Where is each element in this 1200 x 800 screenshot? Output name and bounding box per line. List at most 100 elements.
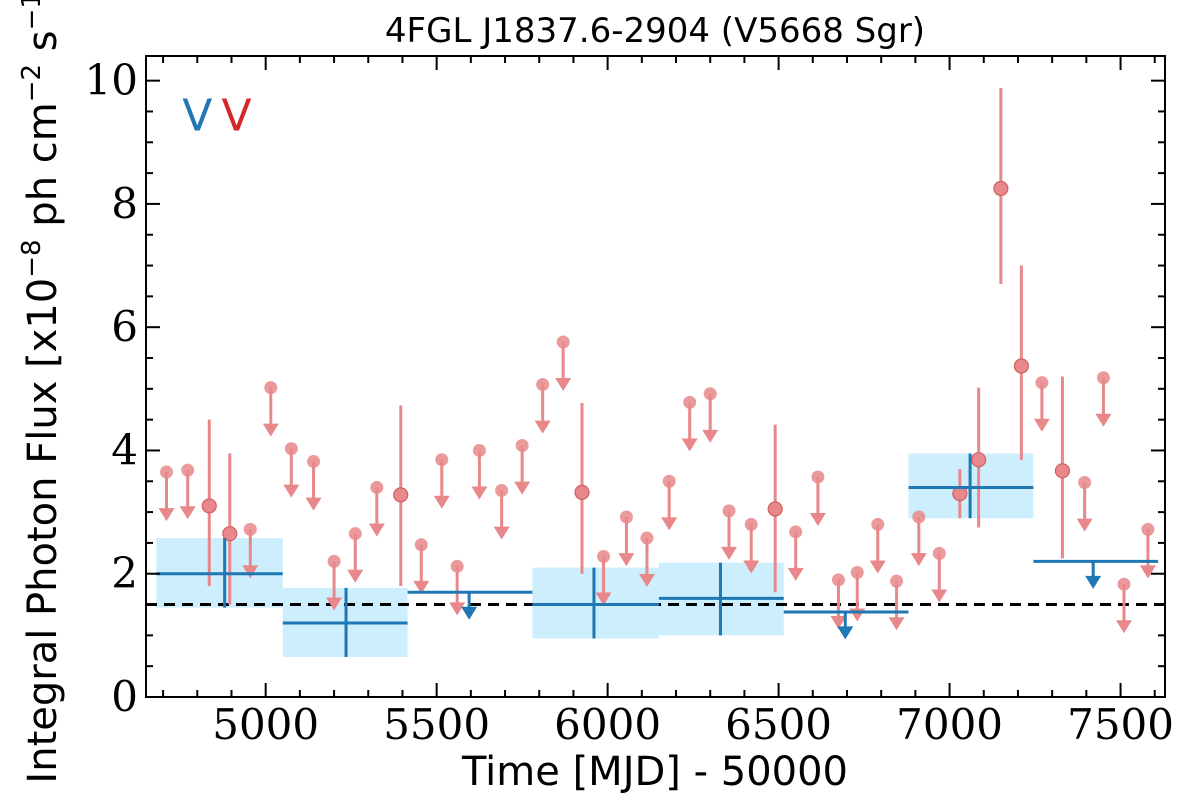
red-upper-limit-arrow bbox=[368, 523, 385, 537]
red-upper-limit-arrow bbox=[869, 560, 886, 574]
red-upper-limit-point bbox=[1096, 371, 1110, 385]
y-axis-label: Integral Photon Flux [x10−8 ph cm−2 s−1] bbox=[17, 0, 66, 784]
red-detection-point bbox=[393, 487, 409, 503]
red-upper-limit-arrow bbox=[661, 517, 678, 531]
red-upper-limit-arrow bbox=[242, 565, 259, 579]
red-upper-limit-point bbox=[472, 443, 486, 457]
blue-upper-limit-arrow bbox=[461, 606, 478, 620]
red-upper-limit-point bbox=[912, 510, 926, 524]
red-upper-limit-point bbox=[662, 474, 676, 488]
red-points-layer bbox=[158, 88, 1156, 634]
blue-points-layer bbox=[156, 453, 1159, 657]
red-upper-limit-arrow bbox=[433, 495, 450, 509]
y-tick-label: 0 bbox=[111, 672, 138, 721]
axes-layer bbox=[145, 55, 1166, 698]
red-upper-limit-arrow bbox=[830, 615, 847, 629]
red-upper-limit-arrow bbox=[471, 486, 488, 500]
red-upper-limit-arrow bbox=[809, 513, 826, 527]
red-upper-limit-point bbox=[932, 546, 946, 560]
red-upper-limit-arrow bbox=[305, 497, 322, 511]
red-upper-limit-point bbox=[703, 387, 717, 401]
y-axis-label-exp1: −8 bbox=[17, 239, 47, 277]
y-axis-label-exp3: −1 bbox=[17, 0, 47, 30]
red-upper-limit-point bbox=[284, 442, 298, 456]
red-upper-limit-arrow bbox=[347, 569, 364, 583]
red-upper-limit-arrow bbox=[449, 602, 466, 616]
red-upper-limit-point bbox=[435, 453, 449, 467]
red-upper-limit-point bbox=[871, 517, 885, 531]
red-detection-point bbox=[971, 452, 987, 468]
red-upper-limit-arrow bbox=[1115, 620, 1132, 634]
red-upper-limit-arrow bbox=[743, 560, 760, 574]
red-upper-limit-arrow bbox=[681, 438, 698, 452]
v-marker-label: V bbox=[222, 91, 252, 142]
y-axis-label-mid: ph cm bbox=[20, 102, 66, 239]
red-upper-limit-point bbox=[495, 484, 509, 498]
red-upper-limit-arrow bbox=[1139, 565, 1156, 579]
red-upper-limit-arrow bbox=[888, 617, 905, 631]
red-upper-limit-point bbox=[181, 463, 195, 477]
red-detection-point bbox=[222, 526, 238, 542]
red-upper-limit-point bbox=[722, 504, 736, 518]
red-upper-limit-point bbox=[160, 465, 174, 479]
chart-title: 4FGL J1837.6-2904 (V5668 Sgr) bbox=[385, 11, 925, 51]
red-detection-point bbox=[1013, 358, 1029, 374]
red-upper-limit-point bbox=[597, 549, 611, 563]
red-upper-limit-point bbox=[243, 522, 257, 536]
red-upper-limit-point bbox=[683, 395, 697, 409]
red-upper-limit-arrow bbox=[262, 423, 279, 437]
red-upper-limit-point bbox=[850, 565, 864, 579]
v-marker-label: V bbox=[182, 91, 212, 142]
red-upper-limit-arrow bbox=[1033, 418, 1050, 432]
red-upper-limit-arrow bbox=[555, 378, 572, 392]
blue-error-box bbox=[532, 567, 659, 639]
red-upper-limit-point bbox=[264, 381, 278, 395]
red-detection-point bbox=[767, 501, 783, 517]
x-tick-label: 7500 bbox=[1067, 700, 1174, 749]
blue-upper-limit-arrow bbox=[1085, 575, 1102, 589]
x-tick-label: 5500 bbox=[383, 700, 490, 749]
red-upper-limit-arrow bbox=[179, 506, 196, 520]
red-upper-limit-point bbox=[1117, 577, 1131, 591]
red-upper-limit-point bbox=[515, 439, 529, 453]
red-upper-limit-arrow bbox=[787, 567, 804, 581]
red-upper-limit-arrow bbox=[931, 589, 948, 603]
red-upper-limit-arrow bbox=[283, 484, 300, 498]
y-tick-label: 6 bbox=[111, 302, 138, 351]
red-upper-limit-point bbox=[744, 517, 758, 531]
red-upper-limit-arrow bbox=[721, 546, 738, 560]
red-upper-limit-point bbox=[1141, 522, 1155, 536]
y-tick-label: 8 bbox=[111, 179, 138, 228]
red-detection-point bbox=[201, 498, 217, 514]
red-upper-limit-arrow bbox=[1095, 413, 1112, 427]
x-tick-label: 6000 bbox=[554, 700, 661, 749]
red-upper-limit-arrow bbox=[1076, 518, 1093, 532]
x-tick-label: 5000 bbox=[212, 700, 319, 749]
red-upper-limit-arrow bbox=[326, 597, 343, 611]
red-upper-limit-point bbox=[789, 525, 803, 539]
y-tick-label: 2 bbox=[111, 549, 138, 598]
tick-labels-layer: 5000 5500 6000 6500 7000 7500 0 2 4 6 8 10 bbox=[85, 56, 1174, 749]
blue-upper-limit-arrow bbox=[837, 626, 854, 640]
red-upper-limit-arrow bbox=[618, 553, 635, 567]
red-upper-limit-point bbox=[348, 527, 362, 541]
red-upper-limit-point bbox=[1078, 476, 1092, 490]
plot-frame bbox=[145, 55, 1166, 698]
red-detection-point bbox=[993, 180, 1009, 197]
y-tick-label: 4 bbox=[111, 425, 138, 474]
y-axis-label-exp2: −2 bbox=[17, 64, 47, 102]
red-upper-limit-point bbox=[811, 470, 825, 484]
red-detection-point bbox=[574, 484, 590, 500]
red-upper-limit-arrow bbox=[493, 526, 510, 540]
red-detection-point bbox=[1054, 463, 1071, 479]
red-upper-limit-point bbox=[619, 510, 633, 524]
red-upper-limit-point bbox=[890, 574, 904, 588]
red-upper-limit-arrow bbox=[534, 420, 551, 434]
red-upper-limit-arrow bbox=[514, 481, 531, 495]
red-upper-limit-point bbox=[450, 559, 464, 573]
red-upper-limit-arrow bbox=[910, 553, 927, 567]
red-upper-limit-point bbox=[556, 335, 570, 349]
red-upper-limit-arrow bbox=[638, 574, 655, 588]
